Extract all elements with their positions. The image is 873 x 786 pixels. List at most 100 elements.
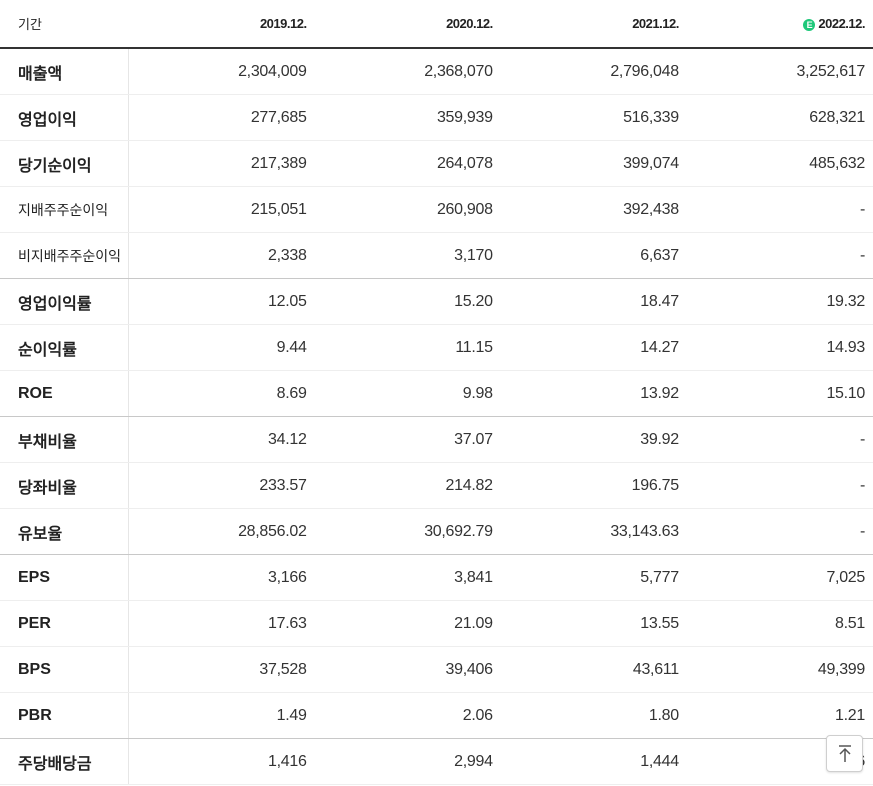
table-cell: 13.55 (500, 600, 687, 647)
row-label: ROE (0, 370, 129, 417)
row-label: 당기순이익 (0, 140, 129, 187)
table-cell: 277,685 (128, 94, 315, 141)
table-header-row: 기간 2019.12. 2020.12. 2021.12. E 2022.12. (0, 0, 873, 49)
table-cell: 21.09 (314, 600, 501, 647)
year-header-estimate: E 2022.12. (686, 0, 873, 49)
table-cell: 2,368,070 (314, 48, 501, 95)
table-cell: 12.05 (128, 278, 315, 325)
table-cell: 359,939 (314, 94, 501, 141)
table-row-revenue: 매출액 2,304,009 2,368,070 2,796,048 3,252,… (0, 48, 873, 95)
table-cell: 7,025 (686, 554, 873, 601)
table-cell: 5,777 (500, 554, 687, 601)
row-label: 지배주주순이익 (0, 186, 129, 233)
table-cell: - (686, 462, 873, 509)
table-cell: 18.47 (500, 278, 687, 325)
table-cell: 399,074 (500, 140, 687, 187)
table-cell: 628,321 (686, 94, 873, 141)
table-row-net-margin: 순이익률 9.44 11.15 14.27 14.93 (0, 324, 873, 371)
table-cell: 485,632 (686, 140, 873, 187)
row-label: 매출액 (0, 48, 129, 95)
table-cell: 49,399 (686, 646, 873, 693)
table-cell: 17.63 (128, 600, 315, 647)
row-label: 주당배당금 (0, 738, 129, 785)
table-row-operating-profit: 영업이익 277,685 359,939 516,339 628,321 (0, 94, 873, 141)
table-row-bps: BPS 37,528 39,406 43,611 49,399 (0, 646, 873, 693)
table-cell: 8.51 (686, 600, 873, 647)
row-label: 영업이익률 (0, 278, 129, 325)
table-cell: 39,406 (314, 646, 501, 693)
table-cell: 30,692.79 (314, 508, 501, 555)
table-cell: 19.32 (686, 278, 873, 325)
table-cell: 37,528 (128, 646, 315, 693)
table-cell: 392,438 (500, 186, 687, 233)
arrow-up-icon (838, 744, 851, 762)
table-row-eps: EPS 3,166 3,841 5,777 7,025 (0, 554, 873, 601)
table-cell: 11.15 (314, 324, 501, 371)
table-cell: 43,611 (500, 646, 687, 693)
row-label: EPS (0, 554, 129, 601)
table-cell: 15.10 (686, 370, 873, 417)
table-cell: 28,856.02 (128, 508, 315, 555)
table-cell: 2.06 (314, 692, 501, 739)
table-row-quick-ratio: 당좌비율 233.57 214.82 196.75 - (0, 462, 873, 509)
table-cell: 217,389 (128, 140, 315, 187)
year-header: 2021.12. (500, 0, 687, 49)
table-row-debt-ratio: 부채비율 34.12 37.07 39.92 - (0, 416, 873, 463)
table-cell: 9.44 (128, 324, 315, 371)
row-label: 비지배주주순이익 (0, 232, 129, 279)
table-cell: 1.49 (128, 692, 315, 739)
table-cell: 264,078 (314, 140, 501, 187)
table-cell: 3,170 (314, 232, 501, 279)
table-cell: 39.92 (500, 416, 687, 463)
table-cell: 15.20 (314, 278, 501, 325)
row-label: 순이익률 (0, 324, 129, 371)
table-row-operating-margin: 영업이익률 12.05 15.20 18.47 19.32 (0, 278, 873, 325)
table-cell: 8.69 (128, 370, 315, 417)
table-cell: 14.27 (500, 324, 687, 371)
table-cell: 2,338 (128, 232, 315, 279)
table-cell: 13.92 (500, 370, 687, 417)
row-label: BPS (0, 646, 129, 693)
table-cell: 1.21 (686, 692, 873, 739)
year-header: 2020.12. (314, 0, 501, 49)
table-cell: 14.93 (686, 324, 873, 371)
table-cell: 6,637 (500, 232, 687, 279)
table-cell: 33,143.63 (500, 508, 687, 555)
row-label: 부채비율 (0, 416, 129, 463)
table-cell: - (686, 232, 873, 279)
table-cell: 516,339 (500, 94, 687, 141)
table-cell: 2,796,048 (500, 48, 687, 95)
year-header-label: 2022.12. (818, 16, 865, 31)
table-cell: 1,444 (500, 738, 687, 785)
table-cell: 2,994 (314, 738, 501, 785)
table-cell: 1.80 (500, 692, 687, 739)
table-cell: 3,166 (128, 554, 315, 601)
table-cell: 3,841 (314, 554, 501, 601)
table-cell: 1,416 (128, 738, 315, 785)
table-cell: - (686, 508, 873, 555)
table-row-net-income: 당기순이익 217,389 264,078 399,074 485,632 (0, 140, 873, 187)
table-cell: 233.57 (128, 462, 315, 509)
table-row-dividend-per-share: 주당배당금 1,416 2,994 1,444 1,416 (0, 738, 873, 785)
table-cell: 3,252,617 (686, 48, 873, 95)
table-cell: 196.75 (500, 462, 687, 509)
table-row-pbr: PBR 1.49 2.06 1.80 1.21 (0, 692, 873, 739)
table-cell: 2,304,009 (128, 48, 315, 95)
table-cell: - (686, 416, 873, 463)
row-label: 유보율 (0, 508, 129, 555)
table-row-noncontrolling-net-income: 비지배주주순이익 2,338 3,170 6,637 - (0, 232, 873, 279)
table-row-reserve-ratio: 유보율 28,856.02 30,692.79 33,143.63 - (0, 508, 873, 555)
table-row-controlling-net-income: 지배주주순이익 215,051 260,908 392,438 - (0, 186, 873, 233)
table-cell: 37.07 (314, 416, 501, 463)
table-row-roe: ROE 8.69 9.98 13.92 15.10 (0, 370, 873, 417)
table-row-per: PER 17.63 21.09 13.55 8.51 (0, 600, 873, 647)
table-cell: 260,908 (314, 186, 501, 233)
scroll-to-top-button[interactable] (826, 735, 863, 772)
table-cell: 9.98 (314, 370, 501, 417)
period-header: 기간 (0, 0, 129, 49)
row-label: PBR (0, 692, 129, 739)
table-cell: - (686, 186, 873, 233)
row-label: 당좌비율 (0, 462, 129, 509)
estimate-icon: E (803, 18, 816, 31)
